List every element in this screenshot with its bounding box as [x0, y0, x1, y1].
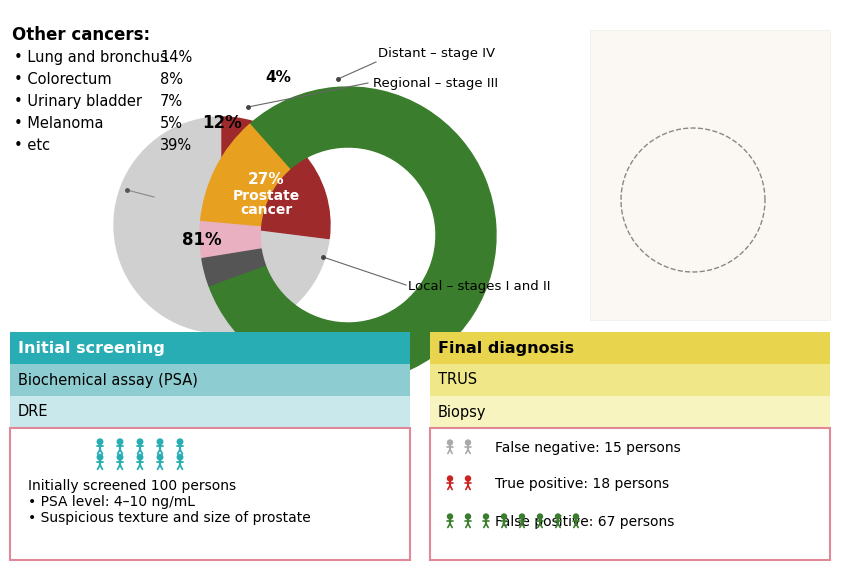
Text: Biopsy: Biopsy: [438, 404, 486, 419]
Text: 7%: 7%: [160, 94, 183, 109]
Circle shape: [447, 440, 452, 445]
Text: Regional – stage III: Regional – stage III: [373, 77, 498, 90]
Circle shape: [484, 514, 489, 519]
Circle shape: [502, 514, 507, 519]
Circle shape: [466, 476, 471, 481]
FancyBboxPatch shape: [10, 428, 410, 560]
Text: False positive: 67 persons: False positive: 67 persons: [495, 515, 674, 529]
Circle shape: [137, 454, 143, 460]
FancyBboxPatch shape: [10, 332, 410, 364]
FancyBboxPatch shape: [430, 428, 830, 560]
Circle shape: [178, 439, 183, 444]
Circle shape: [178, 454, 183, 460]
Text: 12%: 12%: [202, 114, 241, 132]
Text: • Urinary bladder: • Urinary bladder: [14, 94, 142, 109]
Circle shape: [447, 476, 452, 481]
Circle shape: [117, 454, 122, 460]
Text: Distant – stage IV: Distant – stage IV: [378, 47, 495, 60]
FancyBboxPatch shape: [590, 30, 830, 320]
Circle shape: [97, 439, 103, 444]
Text: Initial screening: Initial screening: [18, 340, 165, 356]
Circle shape: [519, 514, 524, 519]
Text: • Lung and bronchus: • Lung and bronchus: [14, 50, 167, 65]
Circle shape: [447, 514, 452, 519]
Wedge shape: [201, 124, 290, 227]
Text: Final diagnosis: Final diagnosis: [438, 340, 574, 356]
Text: • Suspicious texture and size of prostate: • Suspicious texture and size of prostat…: [28, 511, 311, 525]
Text: • PSA level: 4–10 ng/mL: • PSA level: 4–10 ng/mL: [28, 495, 195, 509]
Text: 14%: 14%: [160, 50, 192, 65]
Text: 81%: 81%: [182, 231, 222, 249]
Wedge shape: [114, 117, 329, 333]
Circle shape: [157, 439, 162, 444]
Text: cancer: cancer: [240, 203, 292, 217]
Circle shape: [466, 440, 471, 445]
Text: TRUS: TRUS: [438, 372, 477, 387]
Text: Local – stages I and II: Local – stages I and II: [408, 280, 551, 293]
Circle shape: [556, 514, 560, 519]
Text: • Melanoma: • Melanoma: [14, 116, 104, 131]
Text: Prostate: Prostate: [233, 189, 300, 203]
FancyBboxPatch shape: [10, 396, 410, 428]
Text: • etc: • etc: [14, 138, 50, 153]
Text: 27%: 27%: [248, 172, 285, 187]
Wedge shape: [200, 222, 261, 259]
Circle shape: [117, 439, 122, 444]
Text: 39%: 39%: [160, 138, 192, 153]
FancyBboxPatch shape: [430, 332, 830, 364]
Text: 8%: 8%: [160, 72, 183, 87]
Text: True positive: 18 persons: True positive: 18 persons: [495, 477, 669, 491]
Circle shape: [157, 454, 162, 460]
FancyBboxPatch shape: [430, 396, 830, 428]
Text: Other cancers:: Other cancers:: [12, 26, 150, 44]
Wedge shape: [202, 249, 265, 285]
Circle shape: [97, 454, 103, 460]
Circle shape: [574, 514, 579, 519]
Text: 5%: 5%: [160, 116, 183, 131]
Text: 4%: 4%: [265, 70, 291, 85]
Text: Initially screened 100 persons: Initially screened 100 persons: [28, 479, 236, 493]
Circle shape: [466, 514, 471, 519]
Circle shape: [537, 514, 542, 519]
FancyBboxPatch shape: [10, 364, 410, 396]
Text: DRE: DRE: [18, 404, 48, 419]
FancyBboxPatch shape: [430, 364, 830, 396]
Wedge shape: [209, 87, 496, 383]
Text: False negative: 15 persons: False negative: 15 persons: [495, 441, 681, 455]
Text: Biochemical assay (PSA): Biochemical assay (PSA): [18, 372, 198, 387]
Wedge shape: [222, 117, 330, 238]
Circle shape: [137, 439, 143, 444]
Text: • Colorectum: • Colorectum: [14, 72, 111, 87]
